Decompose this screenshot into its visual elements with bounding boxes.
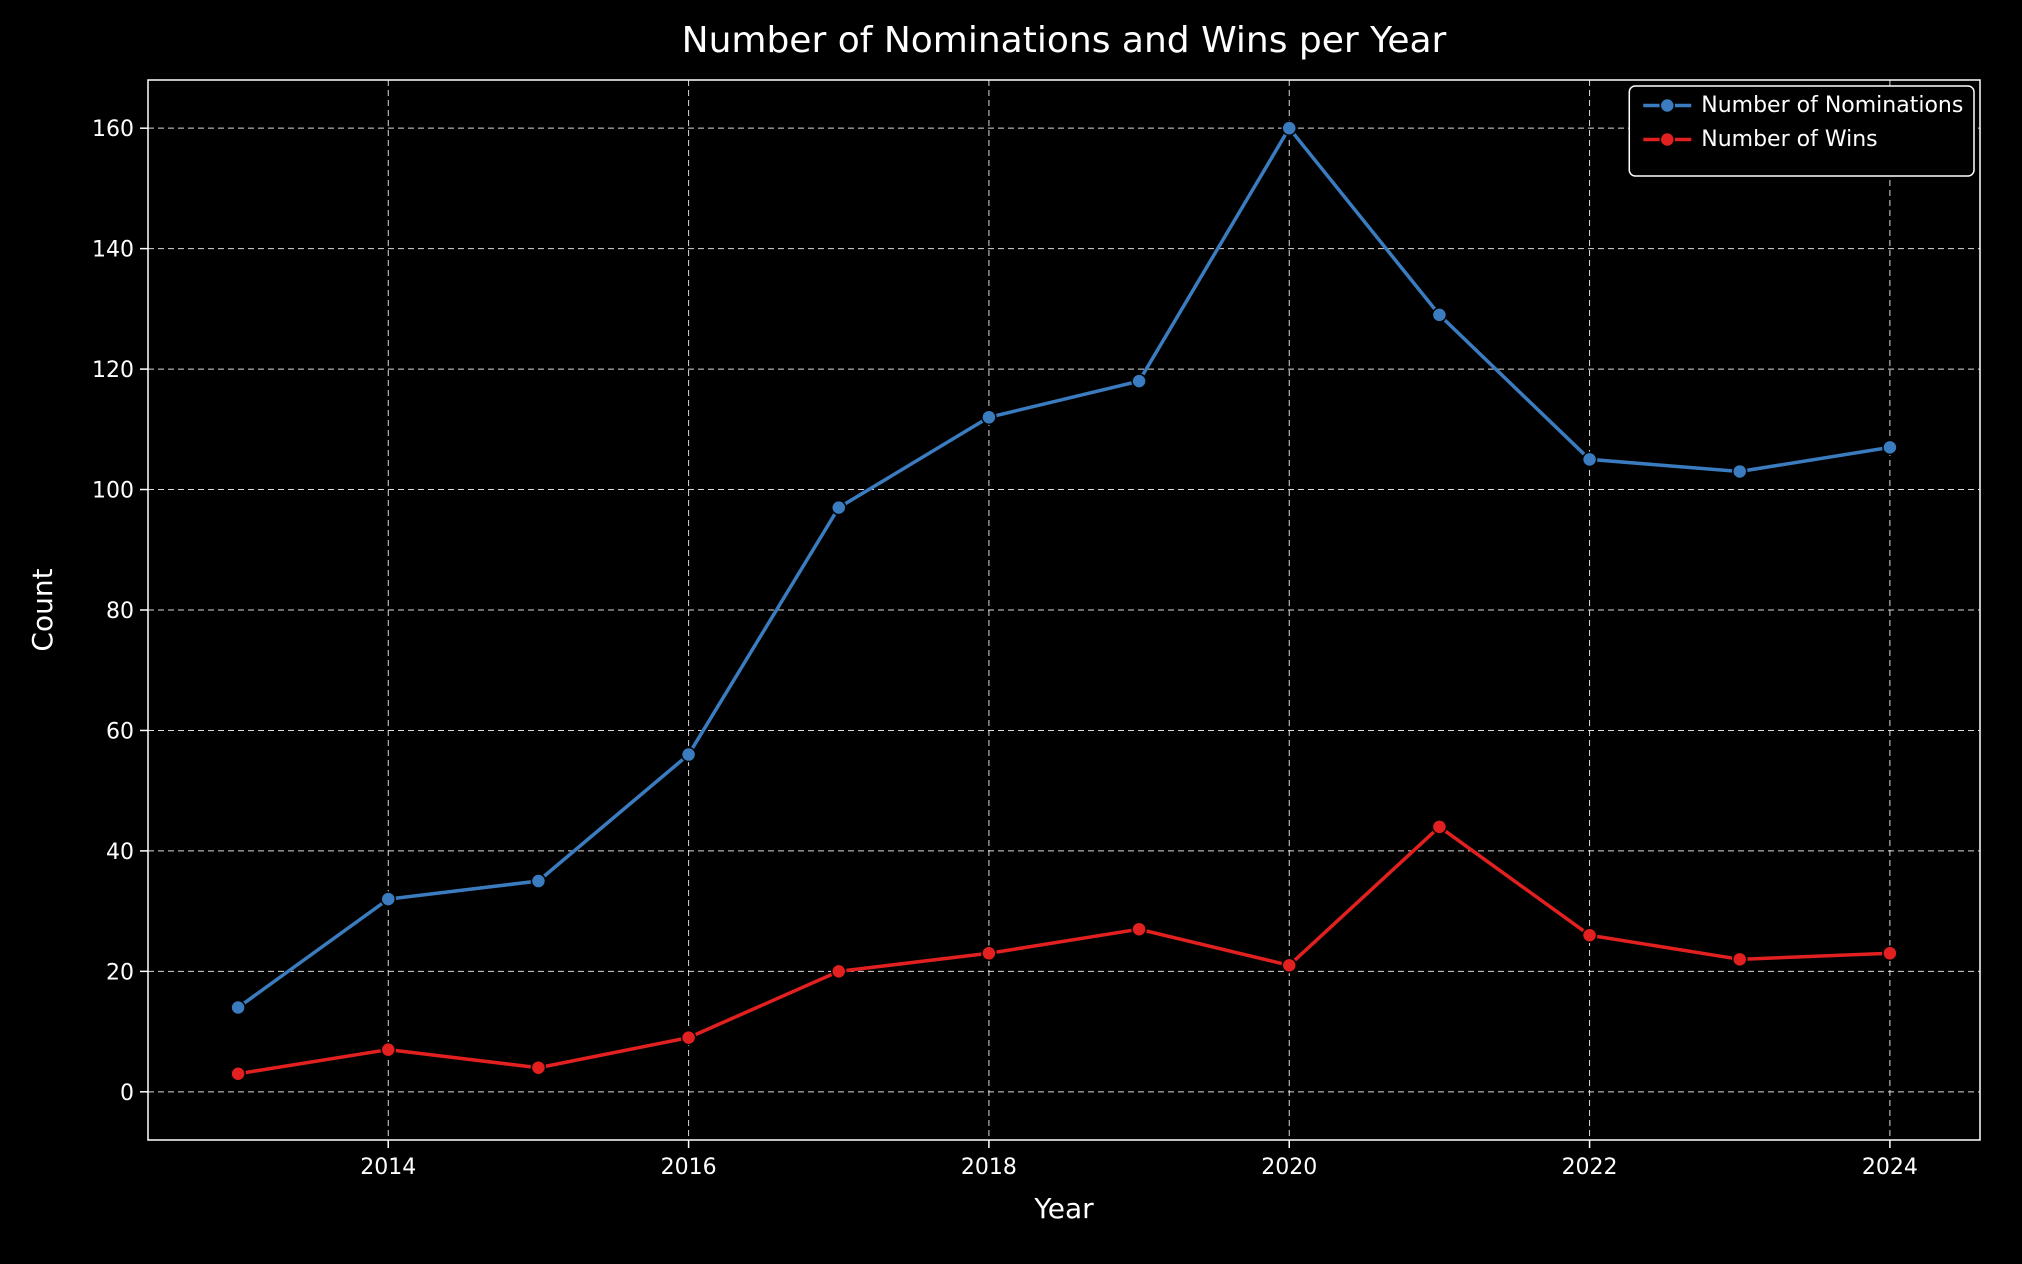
y-tick-label: 140 bbox=[92, 238, 134, 263]
y-tick-label: 0 bbox=[120, 1081, 134, 1106]
x-tick-label: 2024 bbox=[1862, 1155, 1918, 1180]
series-marker bbox=[682, 1031, 696, 1045]
series-marker bbox=[381, 892, 395, 906]
series-marker bbox=[1733, 952, 1747, 966]
y-axis-label: Count bbox=[26, 568, 59, 651]
chart-container: 2014 2016 2018 2020 2022 2024 0 20 40 60 80 100 120 1… bbox=[0, 0, 2022, 1264]
series-marker bbox=[982, 410, 996, 424]
series-marker bbox=[832, 964, 846, 978]
series-marker bbox=[1883, 440, 1897, 454]
x-tick-label: 2022 bbox=[1562, 1155, 1618, 1180]
series-marker bbox=[832, 501, 846, 515]
series-marker bbox=[1432, 820, 1446, 834]
series-marker bbox=[1733, 464, 1747, 478]
x-tick-label: 2016 bbox=[661, 1155, 717, 1180]
series-marker bbox=[231, 1067, 245, 1081]
series-marker bbox=[682, 748, 696, 762]
chart-title: Number of Nominations and Wins per Year bbox=[682, 20, 1447, 61]
series-marker bbox=[1583, 452, 1597, 466]
series-marker bbox=[1583, 928, 1597, 942]
x-tick-label: 2014 bbox=[360, 1155, 416, 1180]
x-tick-label: 2020 bbox=[1261, 1155, 1317, 1180]
series-marker bbox=[1883, 946, 1897, 960]
series-marker bbox=[982, 946, 996, 960]
series-marker bbox=[1132, 374, 1146, 388]
series-marker bbox=[1432, 308, 1446, 322]
y-tick-label: 100 bbox=[92, 479, 134, 504]
x-tick-label: 2018 bbox=[961, 1155, 1017, 1180]
line-chart: 2014 2016 2018 2020 2022 2024 0 20 40 60 80 100 120 1… bbox=[0, 0, 2022, 1264]
series-marker bbox=[531, 874, 545, 888]
series-marker bbox=[381, 1043, 395, 1057]
series-marker bbox=[231, 1001, 245, 1015]
y-tick-label: 40 bbox=[106, 840, 134, 865]
legend-sample-marker bbox=[1660, 99, 1674, 113]
legend-sample-marker bbox=[1660, 133, 1674, 147]
y-tick-label: 20 bbox=[106, 960, 134, 985]
y-tick-label: 80 bbox=[106, 599, 134, 624]
legend-label: Number of Wins bbox=[1701, 127, 1877, 152]
series-marker bbox=[1132, 922, 1146, 936]
y-tick-label: 120 bbox=[92, 358, 134, 383]
y-tick-label: 60 bbox=[106, 719, 134, 744]
series-marker bbox=[1282, 958, 1296, 972]
legend: Number of Nominations Number of Wins bbox=[1629, 86, 1974, 176]
x-axis-label: Year bbox=[1033, 1192, 1094, 1225]
series-marker bbox=[1282, 121, 1296, 135]
series-marker bbox=[531, 1061, 545, 1075]
legend-label: Number of Nominations bbox=[1701, 93, 1963, 118]
y-tick-label: 160 bbox=[92, 117, 134, 142]
